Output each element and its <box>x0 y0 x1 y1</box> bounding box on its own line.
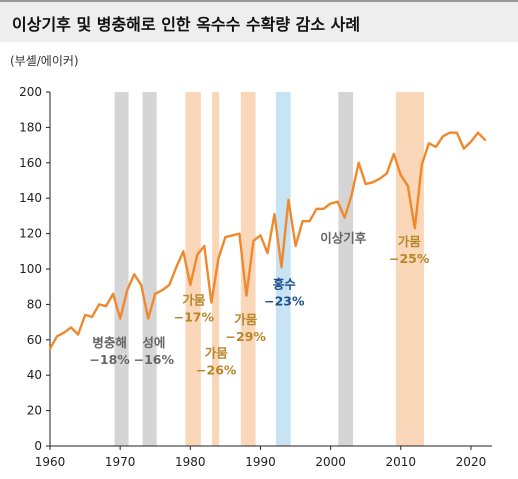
x-tick-label: 1980 <box>175 455 206 469</box>
y-tick-label: 160 <box>19 156 42 170</box>
event-band-4 <box>240 92 256 446</box>
x-tick-label: 1960 <box>35 455 66 469</box>
annotation-change-4: −29% <box>226 329 267 344</box>
annotation-event-4: 가뭄 <box>234 312 258 327</box>
axes: 0 20 40 60 80 100 120 140 160 180 200 1960 1970 1980 1… <box>19 85 492 469</box>
event-bands <box>114 92 424 446</box>
y-tick-label: 80 <box>27 297 42 311</box>
annotation-change-3: −26% <box>196 363 237 378</box>
annotation-event-1: 성에 <box>142 335 165 350</box>
y-tick-label: 20 <box>27 404 42 418</box>
annotation-change-1: −16% <box>134 352 175 367</box>
y-tick-label: 200 <box>19 85 42 99</box>
yield-series <box>48 131 487 350</box>
x-tick-label: 2010 <box>386 455 417 469</box>
event-band-0 <box>114 92 129 446</box>
annotation-change-7: −25% <box>389 251 430 266</box>
y-tick-label: 120 <box>19 227 42 241</box>
yield-line <box>48 131 487 350</box>
y-tick-label: 40 <box>27 368 42 382</box>
event-annotations: 병충해 −18% 성에 −16% 가뭄 −17% 가뭄 −26% 가뭄 −29% 홍수 −23% 이상기… <box>89 230 429 377</box>
event-band-1 <box>142 92 157 446</box>
y-axis-unit-label: (부셸/에이커) <box>10 54 79 68</box>
event-band-7 <box>395 92 424 446</box>
chart-title: 이상기후 및 병충해로 인한 옥수수 수확량 감소 사례 <box>12 15 361 34</box>
annotation-event-5: 홍수 <box>273 276 297 291</box>
y-tick-label: 140 <box>19 191 42 205</box>
annotation-change-5: −23% <box>264 293 305 308</box>
x-tick-label: 2020 <box>456 455 487 469</box>
x-tick-label: 1970 <box>105 455 136 469</box>
annotation-event-6: 이상기후 <box>320 230 367 245</box>
event-band-5 <box>275 92 291 446</box>
x-tick-label: 1990 <box>245 455 276 469</box>
y-tick-label: 100 <box>19 262 42 276</box>
event-band-6 <box>338 92 354 446</box>
title-bar: 이상기후 및 병충해로 인한 옥수수 수확량 감소 사례 <box>0 0 518 42</box>
y-tick-label: 60 <box>27 333 42 347</box>
x-tick-label: 2000 <box>315 455 346 469</box>
annotation-event-7: 가뭄 <box>398 234 422 249</box>
annotation-change-0: −18% <box>89 352 130 367</box>
annotation-change-2: −17% <box>174 309 215 324</box>
annotation-event-0: 병충해 <box>92 335 127 350</box>
y-tick-label: 0 <box>34 439 42 453</box>
annotation-event-2: 가뭄 <box>182 292 206 307</box>
annotation-event-3: 가뭄 <box>205 346 229 361</box>
y-tick-label: 180 <box>19 120 42 134</box>
